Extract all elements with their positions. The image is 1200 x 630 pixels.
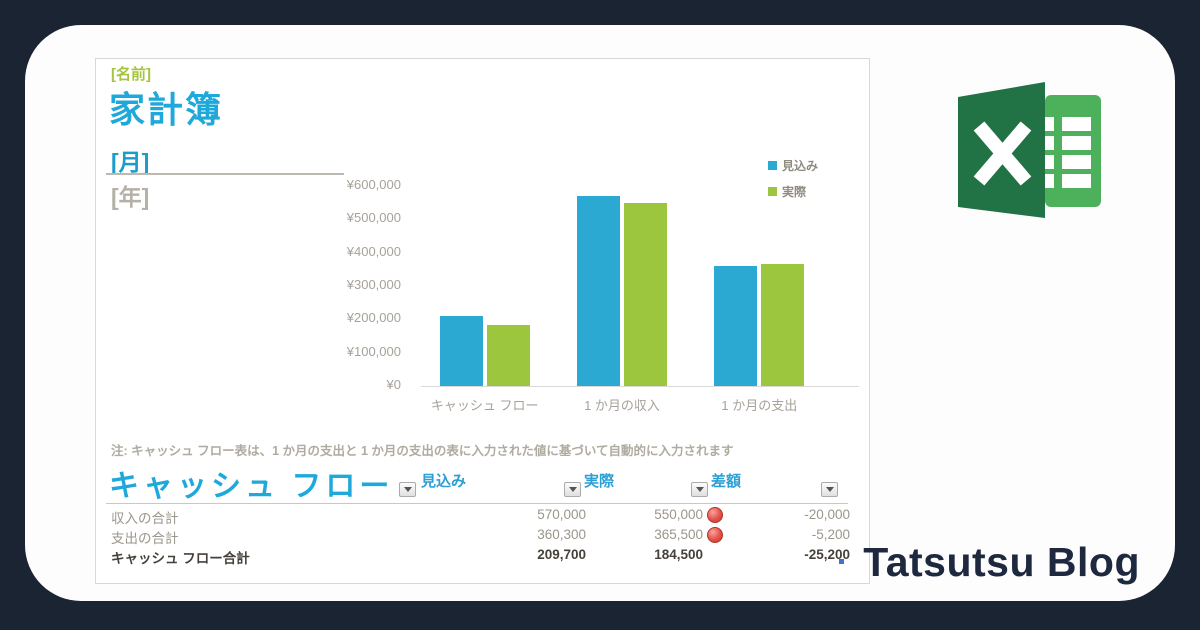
bar-group — [553, 186, 690, 386]
difference-value: -20,000 — [804, 507, 850, 522]
category-label: 1 か月の支出 — [721, 398, 798, 413]
estimate-value: 570,000 — [537, 507, 586, 522]
bar-group — [416, 186, 553, 386]
table-header-rule — [106, 503, 848, 504]
year-placeholder: [年] — [111, 184, 150, 210]
legend-label: 実際 — [782, 185, 807, 199]
chart-x-axis-line — [421, 386, 859, 387]
table-row: 収入の合計 570,000 550,000 -20,000 — [106, 506, 850, 526]
bar-見込み — [439, 316, 483, 386]
dropdown-arrow-icon — [403, 487, 412, 492]
bar-見込み — [714, 265, 758, 386]
difference-value: -5,200 — [811, 527, 850, 542]
kpi-red-circle-icon — [707, 507, 723, 523]
dropdown-arrow-icon — [825, 487, 834, 492]
kpi-red-circle-icon — [707, 527, 723, 543]
actual-value: 184,500 — [654, 547, 703, 562]
table-row: 支出の合計 360,300 365,500 -5,200 — [106, 526, 850, 546]
white-card: [名前] 家計簿 [月] [年] ¥600,000 ¥500,000 ¥400,00… — [25, 25, 1175, 601]
filter-button-estimate-column[interactable] — [564, 482, 581, 497]
excel-logo-icon — [958, 82, 1101, 218]
legend-item-実際: 実際 — [768, 183, 818, 200]
actual-value: 365,500 — [654, 527, 703, 542]
y-tick-label: ¥0 — [386, 376, 401, 392]
category-label: 1 か月の収入 — [584, 398, 660, 413]
cell-selection-handle — [839, 559, 844, 564]
table-rows: 収入の合計 570,000 550,000 -20,000 支出の合計 360,300 36… — [106, 506, 850, 566]
excel-sheet-panel: [名前] 家計簿 [月] [年] ¥600,000 ¥500,000 ¥400,00… — [95, 58, 870, 584]
chart-legend: 見込み 実際 — [768, 157, 818, 209]
estimate-value: 209,700 — [537, 547, 586, 562]
y-tick-label: ¥200,000 — [346, 310, 401, 326]
bar-見込み — [576, 196, 620, 386]
table-row: キャッシュ フロー合計 209,700 184,500 -25,200 — [106, 546, 850, 566]
estimate-value: 360,300 — [537, 527, 586, 542]
bar-実際 — [761, 264, 805, 386]
auto-fill-note: 注: キャッシュ フロー表は、1 か月の支出と 1 か月の支出の表に入力された値… — [111, 444, 734, 458]
row-label: 収入の合計 — [111, 511, 179, 526]
filter-button-actual-column[interactable] — [691, 482, 708, 497]
row-label: 支出の合計 — [111, 531, 179, 546]
column-header-actual: 実際 — [584, 473, 615, 490]
y-tick-label: ¥100,000 — [346, 343, 401, 359]
chart-y-axis: ¥600,000 ¥500,000 ¥400,000 ¥300,000 ¥200,000… — [96, 177, 401, 407]
name-placeholder: [名前] — [111, 66, 151, 83]
legend-label: 見込み — [782, 159, 819, 173]
filter-button-label-column[interactable] — [399, 482, 416, 497]
blog-title: Tatsutsu Blog — [863, 539, 1140, 585]
header-divider — [106, 173, 344, 175]
row-label: キャッシュ フロー合計 — [111, 551, 250, 566]
cash-flow-table-heading: キャッシュ フロー — [109, 470, 394, 503]
y-tick-label: ¥500,000 — [346, 210, 401, 226]
chart-category-labels: キャッシュ フロー 1 か月の収入 1 か月の支出 — [416, 395, 828, 414]
y-tick-label: ¥300,000 — [346, 276, 401, 292]
legend-swatch-icon — [768, 161, 777, 170]
bar-group — [691, 186, 828, 386]
bar-実際 — [486, 324, 530, 386]
column-header-difference: 差額 — [711, 473, 742, 490]
category-label: キャッシュ フロー — [430, 398, 539, 413]
actual-value: 550,000 — [654, 507, 703, 522]
legend-swatch-icon — [768, 187, 777, 196]
dropdown-arrow-icon — [568, 487, 577, 492]
bar-実際 — [623, 202, 667, 386]
y-tick-label: ¥600,000 — [346, 177, 401, 192]
dropdown-arrow-icon — [695, 487, 704, 492]
month-placeholder: [月] — [111, 149, 150, 175]
chart-plot-area — [416, 186, 828, 386]
column-header-estimate: 見込み — [421, 473, 467, 490]
legend-item-見込み: 見込み — [768, 157, 818, 174]
sheet-title: 家計簿 — [109, 89, 224, 130]
y-tick-label: ¥400,000 — [346, 243, 401, 259]
filter-button-difference-column[interactable] — [821, 482, 838, 497]
difference-value: -25,200 — [804, 547, 850, 562]
